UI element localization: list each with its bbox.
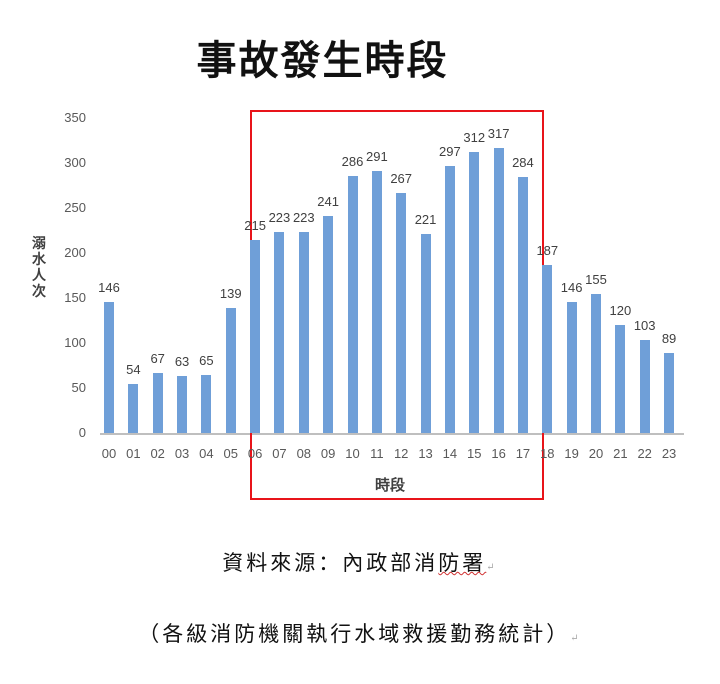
bar-05: [225, 307, 236, 433]
x-tick-label: 08: [296, 446, 312, 461]
source-note: （各級消防機關執行水域救援勤務統計）: [138, 622, 571, 646]
bar-22: [639, 340, 650, 433]
x-tick-label: 15: [467, 446, 482, 461]
y-tick-label: 200: [64, 245, 86, 260]
data-label: 103: [633, 318, 656, 334]
bar-16: [493, 147, 504, 433]
bar-20: [591, 293, 601, 433]
source-text: 資料來源：內政部消防署: [222, 551, 487, 575]
data-label: 223: [268, 210, 291, 226]
bar-12: [396, 192, 407, 433]
x-tick-label: 16: [491, 446, 506, 461]
x-tick-label: 14: [442, 446, 458, 461]
data-label: 120: [609, 303, 632, 318]
bar-19: [566, 301, 577, 433]
x-axis-label: 時段: [374, 476, 405, 494]
data-label: 215: [244, 217, 266, 233]
x-tick-label: 21: [613, 446, 628, 461]
y-tick-label: 150: [64, 290, 86, 305]
x-tick-label: 07: [272, 446, 287, 461]
y-tick-label: 350: [64, 110, 86, 125]
x-tick-label: 10: [345, 446, 360, 461]
y-axis-label: 溺水人次: [32, 236, 46, 300]
data-label: 146: [560, 279, 583, 295]
bar-09: [323, 216, 334, 433]
paragraph-mark: ↵: [486, 562, 498, 573]
x-tick-label: 23: [661, 446, 677, 461]
x-tick-label: 20: [588, 446, 604, 461]
data-label: 187: [536, 242, 559, 258]
source-line-1: 資料來源：內政部消防署↵: [0, 547, 720, 577]
data-label: 241: [317, 194, 339, 210]
y-tick-label: 100: [64, 335, 86, 350]
bar-15: [469, 152, 480, 433]
bar-10: [347, 175, 358, 433]
x-tick-label: 11: [370, 446, 384, 461]
bar-chart: 溺水人次 時段 0 50 100 150 200 250 300 350 146 00 54 01 67…: [32, 110, 684, 500]
source-line-2: （各級消防機關執行水域救援勤務統計）↵: [0, 618, 720, 648]
bar-17: [517, 177, 528, 433]
chart-title: 事故發生時段: [196, 38, 449, 84]
data-label: 267: [390, 170, 413, 186]
x-tick-label: 12: [393, 446, 409, 461]
bar-07: [274, 232, 285, 433]
x-tick-label: 19: [564, 446, 579, 461]
x-tick-label: 06: [247, 446, 263, 461]
data-label: 223: [292, 210, 315, 226]
bar-23: [664, 352, 675, 433]
bar-14: [444, 165, 455, 433]
x-tick-label: 00: [101, 446, 117, 461]
data-label: 155: [585, 271, 607, 287]
data-label: 63: [174, 354, 190, 370]
x-tick-label: 01: [126, 446, 141, 461]
bar-04: [201, 374, 212, 433]
bar-01: [128, 384, 139, 433]
data-label: 286: [341, 153, 364, 169]
data-label: 67: [150, 350, 165, 366]
data-label: 221: [414, 212, 437, 228]
y-tick-label: 0: [78, 425, 86, 440]
bar-02: [152, 372, 163, 433]
x-tick-label: 17: [515, 446, 531, 461]
x-tick-label: 05: [223, 446, 238, 461]
data-label: 139: [219, 285, 242, 301]
x-axis-line: [100, 433, 684, 435]
x-tick-label: 02: [150, 446, 165, 461]
bar-11: [371, 171, 382, 433]
bar-00: [104, 301, 114, 433]
x-tick-label: 09: [320, 446, 336, 461]
data-label: 291: [365, 149, 388, 165]
paragraph-mark: ↵: [570, 633, 582, 644]
y-tick-label: 250: [64, 200, 86, 215]
x-tick-label: 18: [540, 446, 555, 461]
bar-18: [542, 264, 553, 433]
data-label: 317: [487, 125, 510, 141]
bar-06: [250, 239, 261, 433]
y-tick-label: 300: [64, 155, 86, 170]
data-label: 312: [463, 130, 486, 146]
bar-21: [615, 325, 626, 433]
y-tick-label: 50: [71, 380, 86, 395]
data-label: 284: [512, 155, 534, 171]
data-label: 65: [199, 352, 214, 368]
bar-03: [177, 376, 188, 433]
data-label: 297: [439, 143, 461, 159]
x-tick-label: 04: [199, 446, 214, 461]
x-tick-label: 22: [637, 446, 652, 461]
x-tick-label: 03: [174, 446, 190, 461]
bar-13: [420, 234, 431, 433]
bar-08: [298, 232, 309, 433]
data-label: 146: [98, 279, 120, 295]
data-label: 54: [126, 362, 141, 378]
data-label: 89: [661, 330, 677, 346]
x-tick-label: 13: [418, 446, 433, 461]
